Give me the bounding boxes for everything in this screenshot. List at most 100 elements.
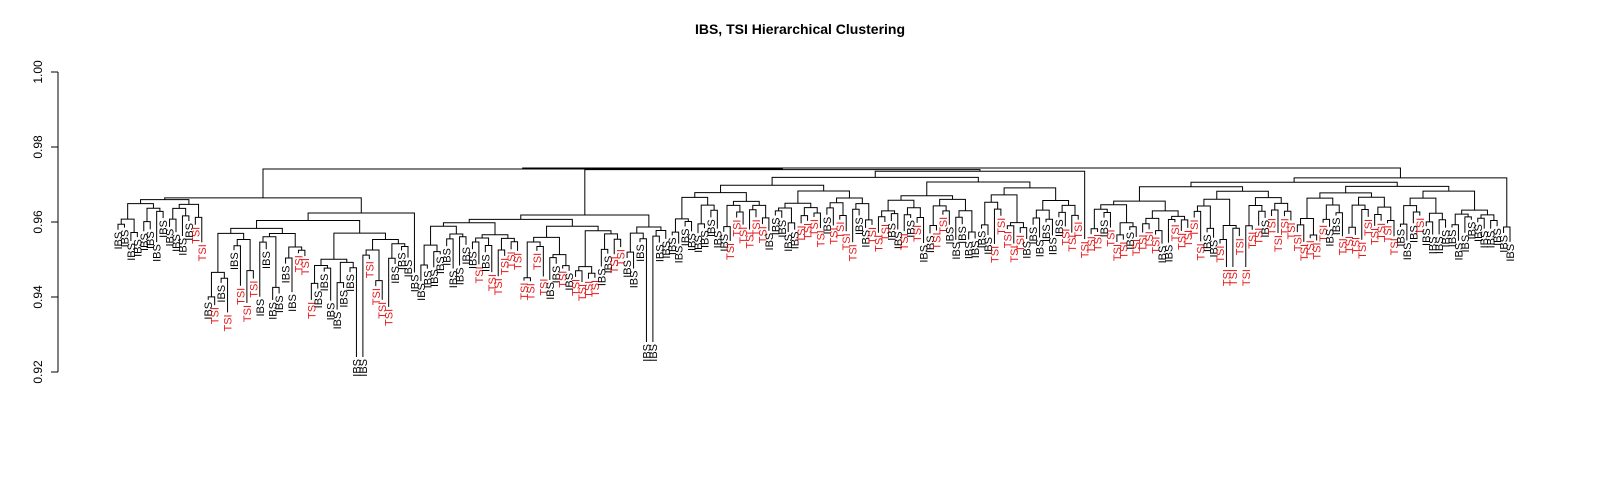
dendrogram-tree	[117, 167, 1511, 357]
dendrogram-branch	[829, 202, 844, 216]
dendrogram-branch	[1219, 239, 1227, 267]
leaf-label: IBS	[712, 231, 724, 249]
leaf-label: TSI	[235, 288, 247, 305]
dendrogram-branch	[890, 213, 899, 230]
dendrogram-branch	[1145, 217, 1160, 231]
leaf-label: IBS	[1125, 232, 1137, 250]
leaf-label: IBS	[1325, 229, 1337, 247]
y-tick-label-3: 0.98	[31, 135, 45, 159]
dendrogram-branch	[1348, 226, 1356, 235]
leaf-label: TSI	[1312, 242, 1324, 259]
leaf-label: TSI	[1176, 233, 1188, 250]
leaf-label: IBS	[861, 230, 873, 248]
leaf-label: TSI	[1299, 244, 1311, 261]
dendrogram-branch	[164, 197, 362, 214]
leaf-label: TSI	[828, 227, 840, 244]
leaf-label: TSI	[803, 223, 815, 240]
dendrogram-branch	[1245, 225, 1253, 267]
leaf-label: IBS	[448, 271, 460, 289]
leaf-label: IBS	[261, 251, 273, 269]
leaf-label: IBS	[319, 274, 331, 292]
dendrogram-branch	[865, 219, 873, 228]
dendrogram-branch	[803, 207, 818, 216]
leaf-label: TSI	[1344, 236, 1356, 253]
leaf-label: TSI	[757, 226, 769, 243]
leaf-label: IBS	[397, 252, 409, 270]
leaf-label: TSI	[880, 224, 892, 241]
leaf-label: TSI	[1118, 242, 1130, 259]
leaf-label: TSI	[725, 243, 737, 260]
dendrogram-branch	[723, 226, 731, 241]
leaf-label: IBS	[1453, 243, 1465, 261]
leaf-label: TSI	[873, 235, 885, 252]
dendrogram-branch	[797, 190, 850, 204]
y-axis: 0.92 0.94 0.96 0.98 1.00	[31, 60, 59, 384]
leaf-label: TSI	[538, 279, 550, 296]
leaf-label: TSI	[577, 284, 589, 301]
leaf-label: IBS	[1260, 220, 1272, 238]
leaf-label: IBS	[132, 239, 144, 257]
leaf-label: TSI	[519, 283, 531, 300]
leaf-label: IBS	[1035, 240, 1047, 258]
leaf-label: IBS	[693, 235, 705, 253]
leaf-label: IBS	[1441, 230, 1453, 248]
leaf-label: IBS	[777, 220, 789, 238]
dendrogram-branch	[604, 233, 618, 250]
leaf-label: IBS	[648, 344, 660, 362]
leaf-labels: IBSIBSIBSIBSIBSIBSIBSIBSIBSIBSIBSIBSTSIT…	[113, 217, 1517, 377]
leaf-label: TSI	[1254, 228, 1266, 245]
leaf-label: TSI	[1318, 225, 1330, 242]
dendrogram-branch	[710, 209, 718, 229]
leaf-label: TSI	[306, 302, 318, 319]
dendrogram-branch	[1171, 215, 1186, 220]
leaf-label: TSI	[525, 283, 537, 300]
leaf-label: TSI	[1144, 231, 1156, 248]
dendrogram-branch	[552, 254, 567, 266]
leaf-label: TSI	[1002, 231, 1014, 248]
leaf-label: TSI	[1247, 232, 1259, 249]
leaf-label: TSI	[912, 225, 924, 242]
leaf-label: IBS	[139, 233, 151, 251]
leaf-label: IBS	[1460, 235, 1472, 253]
dendrogram-branch	[1116, 234, 1124, 242]
leaf-label: TSI	[616, 249, 628, 266]
dendrogram-branch	[1003, 187, 1057, 201]
dendrogram-branch	[268, 233, 296, 248]
dendrogram-branch	[1100, 204, 1128, 223]
dendrogram-branch	[1345, 185, 1450, 193]
leaf-label: IBS	[674, 246, 686, 264]
dendrogram-branch	[130, 231, 138, 242]
leaf-label: TSI	[1196, 243, 1208, 260]
leaf-label: TSI	[1093, 234, 1105, 251]
leaf-label: IBS	[1486, 231, 1498, 249]
dendrogram-branch	[877, 216, 886, 233]
dendrogram-branch	[468, 218, 573, 227]
leaf-label: TSI	[571, 279, 583, 296]
dendrogram-branch	[1377, 206, 1392, 221]
dendrogram-branch	[887, 199, 915, 211]
dendrogram-branch	[120, 218, 135, 233]
dendrogram-branch	[401, 246, 409, 258]
dendrogram-branch	[1042, 199, 1070, 211]
leaf-label: TSI	[835, 222, 847, 239]
leaf-label: IBS	[545, 282, 557, 300]
dendrogram-branch	[1248, 205, 1263, 226]
leaf-label: IBS	[667, 237, 679, 255]
leaf-label: TSI	[996, 218, 1008, 235]
dendrogram-branch	[1477, 217, 1485, 229]
leaf-label: IBS	[719, 234, 731, 252]
leaf-label: IBS	[654, 244, 666, 262]
leaf-label: IBS	[416, 283, 428, 301]
leaf-label: IBS	[442, 248, 454, 266]
dendrogram-branch	[774, 210, 783, 218]
leaf-label: IBS	[964, 241, 976, 259]
dendrogram-branch	[523, 277, 531, 282]
leaf-label: TSI	[1189, 219, 1201, 236]
leaf-label: IBS	[119, 230, 131, 248]
dendrogram-branch	[578, 266, 593, 274]
leaf-label: IBS	[1202, 234, 1214, 252]
leaf-label: TSI	[848, 244, 860, 261]
leaf-label: TSI	[1241, 269, 1253, 286]
leaf-label: TSI	[1228, 269, 1240, 286]
